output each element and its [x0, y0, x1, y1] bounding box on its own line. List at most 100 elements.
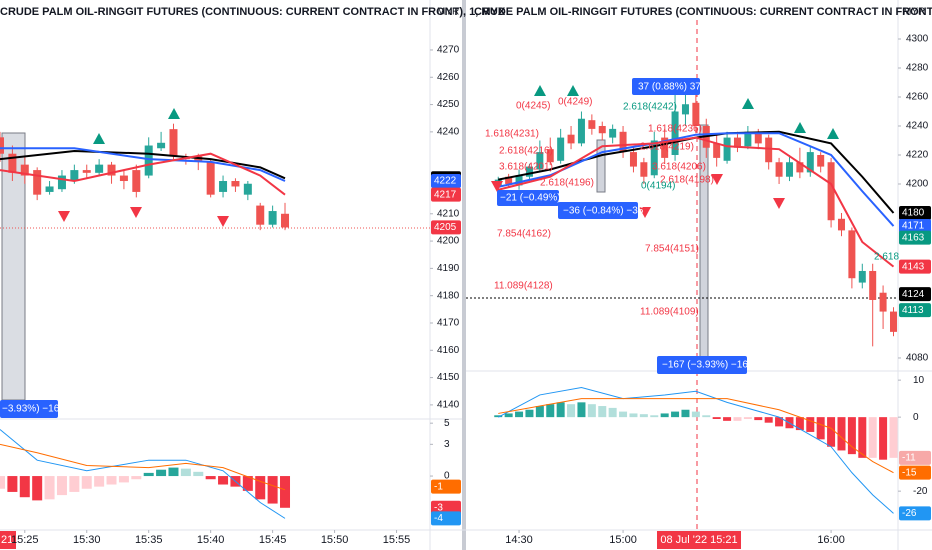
y-tick-label: 4200 — [906, 179, 929, 190]
candle-body — [817, 154, 825, 167]
macd-bar — [650, 415, 659, 418]
crosshair-time-box — [0, 531, 16, 549]
price-tag-label: 4113 — [902, 305, 924, 316]
macd-line — [498, 398, 894, 474]
candle-body — [681, 104, 689, 115]
macd-bar — [94, 476, 105, 487]
fib-label: 11.089(4128) — [494, 281, 553, 292]
currency: MYR — [903, 7, 925, 18]
fib-label: 1.618(4231) — [485, 129, 539, 140]
macd-bar — [868, 417, 877, 458]
y-tick-label: 4300 — [906, 34, 929, 45]
candle-body — [169, 129, 178, 157]
y-tick-label: 4280 — [906, 63, 929, 74]
price-tag-label: -4 — [434, 513, 443, 524]
candle-body — [837, 218, 845, 231]
price-tag-label: -15 — [902, 467, 917, 478]
price-tag — [431, 187, 461, 202]
macd-bar — [180, 468, 191, 477]
macd-bar — [69, 476, 80, 492]
fib-label: 2.618 — [874, 252, 899, 263]
macd-bar — [218, 476, 229, 485]
crosshair-time: 21 — [1, 534, 13, 546]
macd-bar — [504, 413, 513, 418]
macd-bar — [795, 417, 804, 431]
moving-average — [498, 132, 895, 227]
fib-label: 3.618(4201) — [499, 162, 553, 173]
macd-bar — [754, 417, 763, 421]
macd-bar — [671, 411, 680, 418]
fib-label: 2.618(4198) — [660, 175, 714, 186]
macd-bar — [847, 417, 856, 455]
candle-body — [723, 137, 731, 161]
x-tick-label: 15:45 — [259, 534, 287, 546]
price-tag-label: 4171 — [902, 221, 925, 232]
y-tick-label: 4180 — [437, 290, 460, 301]
y-tick-label: 4190 — [437, 263, 460, 274]
price-tag — [431, 511, 461, 526]
x-tick-label: 15:35 — [135, 534, 163, 546]
y-tick-label: 10 — [913, 375, 925, 386]
macd-bar — [806, 417, 815, 432]
macd-bar — [858, 417, 867, 458]
price-tag — [431, 479, 461, 494]
candle-body — [557, 137, 565, 161]
chart-title: CRUDE PALM OIL-RINGGIT FUTURES (CONTINUO… — [0, 6, 506, 18]
candle-body — [194, 156, 203, 162]
macd-bar — [515, 411, 524, 418]
tooltip-box — [657, 356, 747, 374]
macd-bar — [168, 467, 179, 477]
tooltip-box — [558, 202, 638, 219]
price-tag-label: 4205 — [434, 222, 457, 233]
macd-bar — [131, 476, 142, 480]
macd-bar — [577, 402, 586, 418]
y-tick-label: 4210 — [437, 208, 460, 219]
x-tick-label: 16:00 — [817, 534, 845, 546]
tooltip-box — [497, 190, 559, 206]
macd-bar — [546, 404, 555, 418]
fib-label: 2.618(4219) — [640, 142, 694, 153]
macd-bar — [775, 417, 784, 427]
x-tick-label: 15:00 — [609, 534, 637, 546]
candle-body — [640, 162, 648, 177]
candle-body — [619, 131, 627, 153]
moving-average — [0, 149, 286, 180]
fib-label: 2.618(4242) — [623, 102, 677, 113]
candle-body — [775, 162, 783, 177]
candle-body — [57, 175, 66, 190]
fib-label: 0(4249) — [558, 97, 592, 108]
candle-body — [132, 170, 141, 192]
fib-label: 0(4194) — [641, 181, 675, 192]
candle-body — [713, 143, 721, 158]
x-tick-label: 15:30 — [73, 534, 101, 546]
tooltip: −167 (−3.93%) −167 — [662, 360, 754, 371]
price-tag — [899, 303, 931, 318]
candle-body — [515, 175, 523, 186]
price-tag — [899, 287, 931, 302]
candle-body — [268, 211, 277, 225]
price-tag — [899, 259, 931, 274]
macd-bar — [267, 476, 278, 504]
price-tag — [431, 500, 461, 515]
candle-body — [525, 166, 533, 177]
macd-bar — [743, 417, 752, 419]
candle-body — [796, 162, 804, 173]
chart-title: CRUDE PALM OIL-RINGGIT FUTURES (CONTINUO… — [474, 6, 932, 18]
fib-label: 1.618(4236) — [648, 124, 702, 135]
y-tick-label: 5 — [444, 418, 450, 429]
y-tick-label: 4270 — [437, 45, 460, 56]
candle-body — [733, 137, 741, 148]
fib-label: 0(4245) — [516, 101, 550, 112]
macd-bar — [587, 404, 596, 418]
candle-body — [879, 292, 887, 312]
macd-bar — [143, 472, 154, 477]
candle-body — [243, 183, 252, 195]
macd-bar — [255, 476, 266, 500]
price-tag-label: -1 — [434, 481, 443, 492]
tooltip: −3.93%) −167 — [2, 404, 65, 415]
price-tag-label: -11 — [902, 452, 916, 463]
candle-body — [256, 205, 265, 225]
fib-label: 2.618(4216) — [499, 146, 553, 157]
currency: MYR — [437, 7, 459, 18]
macd-bar — [7, 476, 18, 492]
